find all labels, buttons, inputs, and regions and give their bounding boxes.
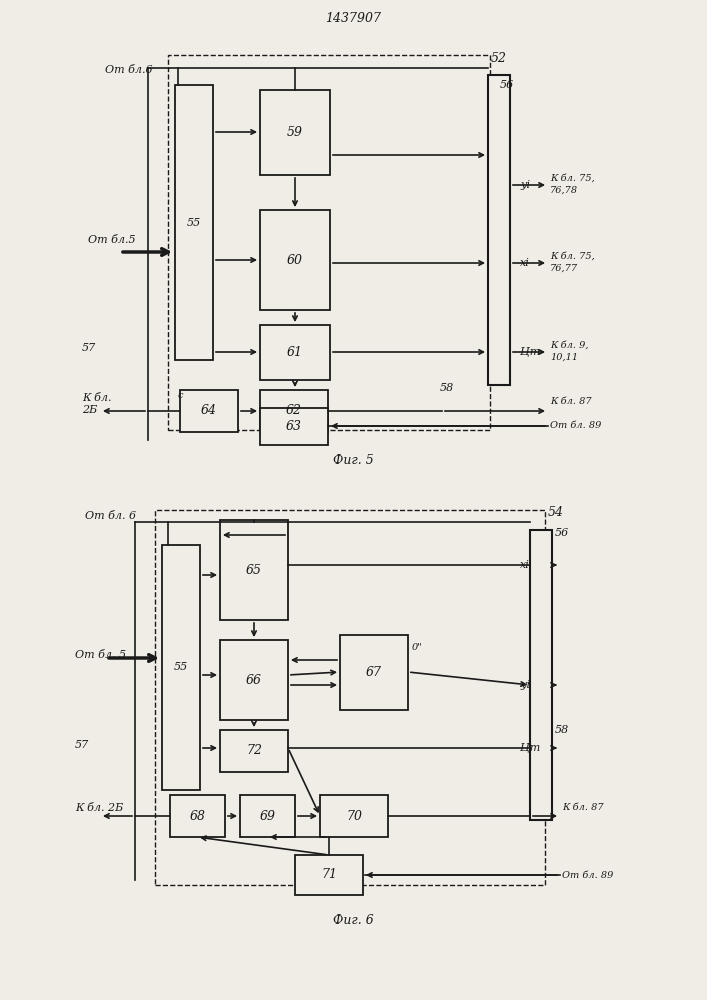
Bar (260, 408, 328, 445)
Text: 59: 59 (287, 126, 303, 139)
Text: 55: 55 (187, 218, 201, 228)
Text: 69: 69 (259, 810, 276, 822)
Text: 0": 0" (412, 644, 423, 652)
Bar (162, 545, 200, 790)
Text: К бл. 87: К бл. 87 (562, 804, 604, 812)
Text: хi: хi (520, 560, 530, 570)
Text: 52: 52 (491, 51, 507, 64)
Bar (320, 795, 388, 837)
Text: 72: 72 (246, 744, 262, 758)
Bar (340, 635, 408, 710)
Bar (175, 85, 213, 360)
Text: хi: хi (520, 258, 530, 268)
Text: 64: 64 (201, 404, 217, 418)
Text: 57: 57 (82, 343, 96, 353)
Text: уi: уi (520, 180, 530, 190)
Text: От бл. 5: От бл. 5 (75, 650, 126, 660)
Text: 61: 61 (287, 346, 303, 359)
Text: От бл. 89: От бл. 89 (562, 870, 614, 880)
Text: 10,11: 10,11 (550, 353, 578, 361)
Bar (260, 325, 330, 380)
Text: От бл.6: От бл.6 (105, 65, 153, 75)
Bar (295, 855, 363, 895)
Text: Цт: Цт (520, 743, 540, 753)
Bar (220, 730, 288, 772)
Text: 67: 67 (366, 666, 382, 679)
Text: Фиг. 6: Фиг. 6 (332, 914, 373, 926)
Text: 56: 56 (500, 80, 514, 90)
Text: 66: 66 (246, 674, 262, 686)
Text: 76,78: 76,78 (550, 186, 578, 194)
Text: 70: 70 (346, 810, 362, 822)
Text: Цт: Цт (520, 347, 540, 357)
Text: К бл. 9,: К бл. 9, (550, 340, 588, 350)
Text: 65: 65 (246, 564, 262, 576)
Text: К бл. 75,: К бл. 75, (550, 251, 595, 260)
Text: 71: 71 (321, 868, 337, 882)
Text: с: с (178, 390, 184, 399)
Text: 62: 62 (286, 404, 302, 418)
Text: уi: уi (520, 680, 530, 690)
Bar (155, 510, 545, 885)
Text: 68: 68 (189, 810, 206, 822)
Text: От бл. 6: От бл. 6 (85, 511, 136, 521)
Text: 57: 57 (75, 740, 89, 750)
Bar (530, 530, 552, 820)
Bar (488, 75, 510, 385)
Text: К бл. 87: К бл. 87 (550, 397, 592, 406)
Text: 76,77: 76,77 (550, 263, 578, 272)
Text: 54: 54 (548, 506, 564, 520)
Text: 58: 58 (555, 725, 569, 735)
Bar (260, 390, 328, 432)
Bar (170, 795, 225, 837)
Text: 56: 56 (555, 528, 569, 538)
Text: 60: 60 (287, 253, 303, 266)
Text: 55: 55 (174, 662, 188, 672)
Bar (260, 210, 330, 310)
Text: 58: 58 (440, 383, 455, 393)
Bar (168, 55, 490, 430)
Text: От бл.5: От бл.5 (88, 235, 136, 245)
Text: Фиг. 5: Фиг. 5 (332, 454, 373, 466)
Text: От бл. 89: От бл. 89 (550, 420, 602, 430)
Text: 63: 63 (286, 420, 302, 433)
Bar (220, 520, 288, 620)
Text: К бл. 2Б: К бл. 2Б (75, 803, 123, 813)
Bar (220, 640, 288, 720)
Bar (260, 90, 330, 175)
Text: К бл. 75,: К бл. 75, (550, 174, 595, 182)
Bar (180, 390, 238, 432)
Text: К бл.: К бл. (82, 393, 112, 403)
Bar (240, 795, 295, 837)
Text: 1437907: 1437907 (325, 11, 381, 24)
Text: 2Б: 2Б (82, 405, 98, 415)
